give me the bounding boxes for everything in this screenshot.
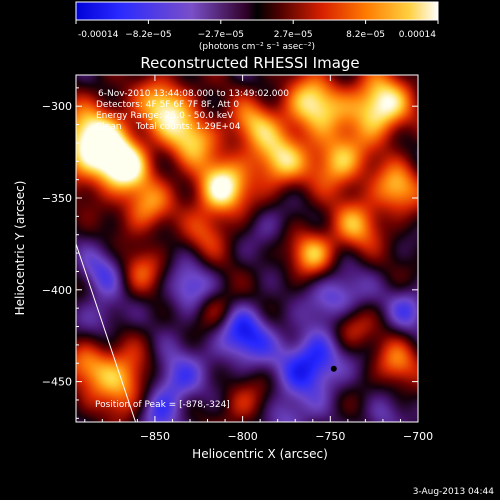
annotation-counts: Clean Total counts: 1.29E+04 xyxy=(96,122,241,132)
y-tick-label: −350 xyxy=(42,192,72,205)
heatmap-image xyxy=(76,75,418,422)
colorbar-tick-label: −8.2e−05 xyxy=(125,30,171,40)
colorbar-tick-label: -0.00014 xyxy=(78,30,119,40)
plot-frame xyxy=(75,74,419,423)
footer-date: 3-Aug-2013 04:44 xyxy=(413,487,495,497)
annotation-energy: Energy Range: 25.0 - 50.0 keV xyxy=(96,111,234,121)
colorbar: -0.00014 −8.2e−05 −2.7e−05 2.7e−05 8.2e−05 0.… xyxy=(75,1,439,52)
colorbar-unit-label: (photons cm⁻² s⁻¹ asec⁻²) xyxy=(199,42,315,52)
x-tick-label: −700 xyxy=(403,430,433,443)
colorbar-gradient xyxy=(75,1,439,21)
annotation-detectors: Detectors: 4F 5F 6F 7F 8F, Att 0 xyxy=(96,100,239,110)
colorbar-tick-label: 2.7e−05 xyxy=(274,30,313,40)
x-tick-label: −850 xyxy=(140,430,170,443)
colorbar-tick-label: 0.00014 xyxy=(399,30,436,40)
x-tick-label: −800 xyxy=(228,430,258,443)
x-axis: −850 −800 −750 −700 xyxy=(84,75,433,443)
annotation-block: 6-Nov-2010 13:44:08.000 to 13:49:02.000 … xyxy=(96,89,289,132)
y-tick-label: −400 xyxy=(42,284,72,297)
peak-marker xyxy=(330,365,337,372)
colorbar-tick-label: 8.2e−05 xyxy=(346,30,385,40)
y-axis: −300 −350 −400 −450 xyxy=(42,87,418,419)
colorbar-tick-label: −2.7e−05 xyxy=(198,30,244,40)
annotation-time: 6-Nov-2010 13:44:08.000 to 13:49:02.000 xyxy=(98,89,289,99)
x-axis-label: Heliocentric X (arcsec) xyxy=(192,447,328,461)
x-tick-label: −750 xyxy=(315,430,345,443)
chart-title: Reconstructed RHESSI Image xyxy=(140,54,359,72)
solar-limb-line xyxy=(76,243,137,422)
y-axis-label: Heliocentric Y (arcsec) xyxy=(13,181,27,316)
peak-position-label: Position of Peak = [-878,-324] xyxy=(95,400,230,410)
plot-image xyxy=(76,75,418,422)
y-tick-label: −450 xyxy=(42,376,72,389)
y-tick-label: −300 xyxy=(42,100,72,113)
